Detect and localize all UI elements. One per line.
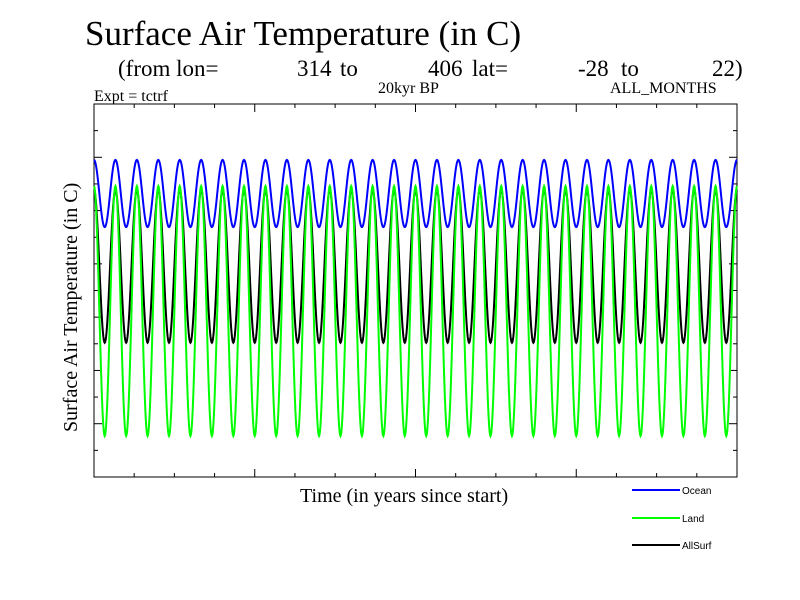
experiment-label: Expt = tctrf xyxy=(94,88,168,105)
legend: Ocean Land AllSurf xyxy=(632,486,712,552)
subtitle-to-1: to xyxy=(340,56,358,81)
subtitle-lat-start: -28 xyxy=(578,56,609,81)
subtitle-from-lon: (from lon= xyxy=(118,56,219,81)
series-lines xyxy=(93,158,738,439)
legend-ocean-label: Ocean xyxy=(682,486,711,497)
series-line-ocean xyxy=(93,158,738,229)
subtitle-lat: lat= xyxy=(472,56,508,81)
series-line-allsurf xyxy=(93,188,738,345)
subtitle-lon-end: 406 xyxy=(428,56,463,81)
chart-title: Surface Air Temperature (in C) xyxy=(85,14,522,53)
period-label: 20kyr BP xyxy=(378,80,439,97)
subtitle-lat-end: 22) xyxy=(712,56,743,81)
y-axis-label: Surface Air Temperature (in C) xyxy=(60,182,82,432)
legend-land-label: Land xyxy=(682,514,704,525)
series-line-land xyxy=(93,183,738,439)
x-axis-label: Time (in years since start) xyxy=(300,485,509,507)
months-label: ALL_MONTHS xyxy=(610,80,717,97)
subtitle-lon-start: 314 xyxy=(297,56,332,81)
subtitle-to-2: to xyxy=(621,56,639,81)
legend-allsurf-label: AllSurf xyxy=(682,541,712,552)
